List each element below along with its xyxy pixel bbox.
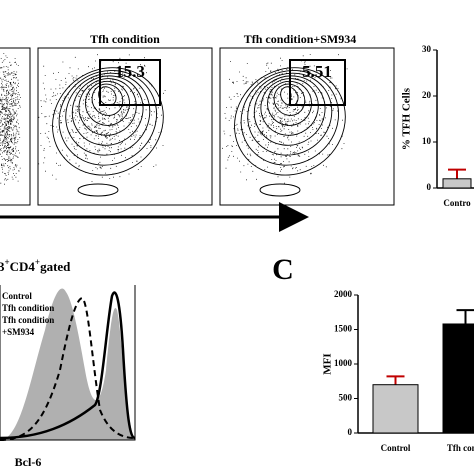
control-curve [0,288,135,440]
title-part: + [35,257,40,267]
tfh-curve [0,296,136,441]
x-tick-label: Contro [443,198,471,208]
sm934-curve [0,291,136,440]
y-tick-label: 1000 [334,358,353,368]
plot-title: Tfh condition+SM934 [244,32,357,46]
plot-title: Tfh condition [90,32,160,46]
bar [372,384,419,434]
contour [273,83,306,116]
y-tick-label: 10 [422,136,432,146]
plot-frame [37,47,213,206]
title-part: CD4 [10,259,36,274]
dots [0,53,21,185]
contour [240,69,340,166]
contour [65,72,151,156]
y-tick-label: 20 [422,90,432,100]
gate-value: 5.51 [302,62,332,81]
contour [85,80,130,126]
x-tick-label: Tfh condi [447,443,474,453]
contour [247,72,333,156]
y-tick-label: 30 [422,44,432,54]
contour [253,75,326,146]
contour [91,83,124,116]
contour [260,78,319,136]
histogram: 3+CD4+gated Control Tfh condition Tfh co… [0,257,136,469]
title-part: + [5,257,10,267]
legend-entry: Tfh condition [2,303,54,313]
y-tick-label: 2000 [334,289,353,299]
legend-entry: Control [2,291,32,301]
contour [280,86,299,107]
bar [442,178,472,189]
contour [71,75,144,146]
plot-frame [0,47,31,206]
bar [442,323,474,434]
contour [58,69,158,166]
title-part: 3 [0,259,5,274]
x-tick-label: Control [381,443,411,453]
contour [267,80,312,126]
flow-plots: Tfh condition Tfh condition+SM934 15.3 5… [0,32,395,232]
contour [234,67,346,176]
contour [98,86,117,107]
histogram-title: 3+CD4+gated [0,257,71,274]
contour [259,183,301,197]
y-axis-label: MFI [322,353,334,374]
y-tick-label: 1500 [334,324,353,334]
y-tick-label: 500 [339,393,353,403]
legend-entry: +SM934 [2,327,35,337]
x-axis-label: Bcl-6 [15,455,42,469]
title-part: gated [40,259,71,274]
contour [78,78,137,136]
contour [77,183,119,197]
contour [52,67,164,176]
y-axis-label: % TFH Cells [401,87,413,150]
gate [289,59,346,106]
panel-letter: C [272,253,294,286]
y-tick-label: 0 [348,427,353,437]
legend-entry: Tfh condition [2,315,54,325]
histogram-frame [0,285,136,441]
y-tick-label: 0 [427,182,432,192]
